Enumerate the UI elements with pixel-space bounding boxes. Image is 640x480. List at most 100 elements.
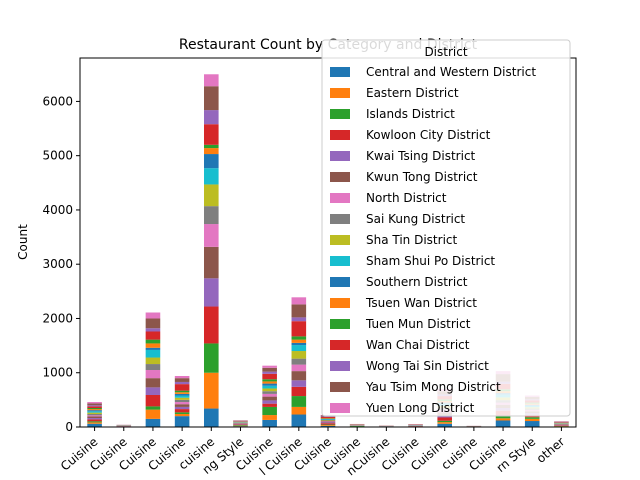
bar-segment [291, 339, 307, 343]
bar-segment [145, 418, 161, 427]
bar-segment [145, 339, 161, 344]
y-tick-label: 2000 [42, 311, 73, 325]
bar-segment [204, 408, 219, 427]
bar-segment [233, 425, 248, 426]
legend-entry-label: Sham Shui Po District [366, 254, 495, 268]
bar-segment [174, 413, 190, 417]
bar-segment [204, 110, 219, 125]
legend-entry-label: Southern District [366, 275, 468, 289]
legend-swatch [330, 319, 350, 329]
bar-segment [87, 408, 102, 410]
bar-segment [87, 423, 102, 427]
legend-swatch [330, 67, 350, 77]
legend-entry-label: Wong Tai Sin District [366, 359, 489, 373]
bar-segment [145, 378, 161, 388]
legend-entry-label: Sai Kung District [366, 212, 465, 226]
bar-segment [233, 423, 248, 425]
bar-segment [145, 357, 161, 365]
bar-segment [524, 418, 540, 422]
bar-segment [554, 421, 569, 423]
bar-segment [291, 358, 307, 365]
bar-segment [262, 393, 277, 397]
bar-segment [204, 86, 219, 111]
bar-segment [174, 416, 190, 427]
legend-swatch [330, 109, 350, 119]
bar-segment [174, 392, 190, 394]
bar-segment [87, 405, 102, 407]
bar-segment [204, 154, 219, 169]
bar-segment [204, 148, 219, 155]
bar-segment [262, 415, 277, 420]
legend-swatch [330, 151, 350, 161]
legend-swatch [330, 256, 350, 266]
legend-entry-label: Kowloon City District [366, 128, 491, 142]
legend-swatch [330, 361, 350, 371]
bar-segment [320, 424, 336, 426]
bar-segment [87, 402, 102, 404]
bar-segment [437, 420, 452, 423]
bar-segment [320, 421, 336, 423]
bar-segment [320, 420, 336, 422]
bar-segment [204, 278, 219, 307]
legend-swatch [330, 277, 350, 287]
bar-segment [320, 425, 336, 426]
bar-segment [262, 406, 277, 416]
bar-segment [174, 399, 190, 403]
bar-segment [291, 317, 307, 322]
legend-swatch [330, 340, 350, 350]
bar-segment [174, 375, 190, 379]
bar-segment [174, 384, 190, 391]
bar-segment [204, 184, 219, 207]
bar-segment [437, 423, 452, 427]
bar-segment [145, 318, 161, 329]
bar-segment [87, 419, 102, 422]
bar-segment [291, 351, 307, 359]
bars-layer [87, 74, 569, 427]
bar-segment [87, 409, 102, 411]
bar-segment [87, 418, 102, 420]
bar-segment [204, 246, 219, 279]
bar-segment [262, 403, 277, 407]
bar-segment [145, 394, 161, 407]
legend-entry-label: Yuen Long District [365, 401, 475, 415]
bar-segment [437, 417, 452, 421]
bar-segment [524, 417, 540, 419]
bar-segment [145, 349, 161, 358]
bar-segment [145, 343, 161, 348]
bar-segment [174, 395, 190, 398]
bar-segment [204, 306, 219, 344]
bar-segment [87, 415, 102, 417]
bar-segment [262, 381, 277, 384]
bar-segment [87, 416, 102, 419]
bar-segment [262, 365, 277, 368]
bar-segment [262, 400, 277, 404]
bar-segment [87, 410, 102, 412]
bar-segment [262, 385, 277, 389]
y-tick-label: 5000 [42, 149, 73, 163]
bar-segment [262, 419, 277, 427]
legend-entry-label: Central and Western District [366, 65, 536, 79]
bar-segment [495, 415, 511, 419]
bar-segment [174, 404, 190, 407]
bar-segment [145, 347, 161, 350]
bar-segment [174, 378, 190, 382]
bar-segment [87, 422, 102, 424]
bar-segment [174, 412, 190, 414]
legend-swatch [330, 172, 350, 182]
bar-segment [495, 420, 511, 427]
bar-segment [87, 406, 102, 409]
bar-segment [320, 417, 336, 419]
bar-segment [233, 424, 248, 426]
bar-segment [524, 421, 540, 427]
legend-title: District [424, 45, 467, 59]
legend-entry-label: Islands District [366, 107, 455, 121]
bar-segment [320, 425, 336, 427]
bar-segment [291, 345, 307, 352]
bar-segment [291, 364, 307, 372]
bar-segment [87, 413, 102, 416]
legend-entry-label: Wan Chai District [366, 338, 470, 352]
bar-segment [291, 342, 307, 346]
bar-segment [291, 396, 307, 407]
legend-swatch [330, 88, 350, 98]
bar-segment [145, 331, 161, 340]
